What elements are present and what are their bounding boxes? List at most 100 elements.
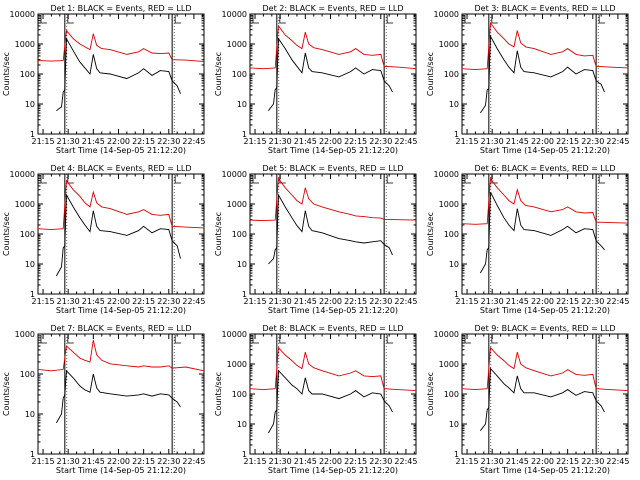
x-tick-label: 22:30 [369,457,392,466]
y-tick-label: 1 [454,290,459,299]
detector-panel: Det 3: BLACK = Events, RED = LLD 1 10 100 10… [426,4,629,155]
marker-bracket [174,175,182,184]
marker-bracket [67,175,74,184]
plot-frame [37,13,205,135]
y-axis-label: Counts/sec [2,372,11,416]
detector-panel: Det 5: BLACK = Events, RED = LLD 1 10 100 10… [214,164,417,315]
x-tick-label: 22:00 [531,297,554,306]
y-tick-label: 1000 [227,40,247,49]
events-series-line [56,193,181,277]
x-tick-label: 22:30 [369,137,392,146]
y-tick-label: 100 [20,370,35,379]
x-tick-label: 22:15 [132,137,155,146]
x-tick-label: 21:15 [243,137,266,146]
y-tick-label: 10000 [222,10,247,19]
y-tick-label: 1000 [439,200,459,209]
y-tick-label: 1 [454,130,459,139]
x-tick-label: 22:15 [132,297,155,306]
plot-frame [461,333,629,455]
x-axis-label: Start Time (14-Sep-05 21:12:20) [480,306,610,315]
x-tick-label: 21:15 [455,457,478,466]
x-tick-label: 22:45 [182,457,205,466]
y-tick-label: 1000 [439,360,459,369]
y-tick-label: 10 [449,100,459,109]
lld-series-line [461,21,629,71]
x-tick-label: 21:45 [506,137,529,146]
x-tick-label: 22:00 [107,457,130,466]
y-tick-label: 10000 [434,330,459,339]
x-tick-label: 22:45 [394,297,417,306]
y-tick-label: 1 [242,450,247,459]
x-tick-label: 22:30 [581,297,604,306]
plot-frame [249,13,417,135]
lld-series-line [37,179,205,231]
x-axis-label: Start Time (14-Sep-05 21:12:20) [480,146,610,155]
panel-title: Det 1: BLACK = Events, RED = LLD [51,4,192,13]
x-tick-label: 22:45 [606,297,629,306]
y-tick-label: 1000 [227,200,247,209]
y-tick-label: 1000 [227,360,247,369]
x-tick-label: 22:15 [344,457,367,466]
x-tick-label: 22:45 [606,137,629,146]
x-tick-label: 21:30 [57,457,80,466]
marker-bracket [491,335,498,344]
x-tick-label: 22:00 [531,457,554,466]
y-tick-label: 1000 [15,40,35,49]
x-tick-label: 21:30 [481,137,504,146]
x-axis-label: Start Time (14-Sep-05 21:12:20) [56,466,186,475]
detector-panel: Det 9: BLACK = Events, RED = LLD 1 10 100 10… [426,324,629,475]
x-tick-label: 22:30 [157,297,180,306]
panel-title: Det 7: BLACK = Events, RED = LLD [51,324,192,333]
x-tick-label: 21:15 [31,457,54,466]
x-tick-label: 21:15 [243,297,266,306]
y-axis-label: Counts/sec [214,212,223,256]
x-tick-label: 21:30 [481,457,504,466]
events-series-line [480,367,605,431]
y-tick-label: 100 [20,230,35,239]
x-tick-label: 21:15 [455,297,478,306]
x-tick-label: 21:30 [57,137,80,146]
y-tick-label: 100 [444,70,459,79]
marker-bracket [464,15,471,24]
lld-series-line [461,346,629,392]
plot-frame [249,333,417,455]
detector-panel: Det 2: BLACK = Events, RED = LLD 1 10 100 10… [214,4,417,155]
y-tick-label: 1000 [15,330,35,339]
marker-bracket [598,335,606,344]
x-tick-label: 21:45 [82,457,105,466]
x-tick-label: 22:15 [556,137,579,146]
x-tick-label: 22:30 [157,457,180,466]
marker-bracket [279,175,286,184]
marker-bracket [40,175,47,184]
detector-panel: Det 1: BLACK = Events, RED = LLD 1 10 100 10… [2,4,205,155]
y-tick-label: 10 [237,100,247,109]
x-tick-label: 21:15 [31,297,54,306]
marker-bracket [174,15,182,24]
y-tick-label: 1 [30,290,35,299]
lld-series-line [249,177,417,222]
y-tick-label: 100 [232,230,247,239]
x-tick-label: 21:45 [294,457,317,466]
x-tick-label: 21:45 [294,137,317,146]
lld-series-line [249,24,417,70]
y-tick-label: 10 [237,260,247,269]
x-tick-label: 21:15 [31,137,54,146]
x-tick-label: 21:45 [294,297,317,306]
x-tick-label: 22:15 [344,137,367,146]
marker-bracket [252,15,259,24]
x-tick-label: 22:00 [319,137,342,146]
x-tick-label: 22:45 [182,137,205,146]
y-tick-label: 100 [444,230,459,239]
x-tick-label: 21:30 [269,297,292,306]
panel-title: Det 8: BLACK = Events, RED = LLD [263,324,404,333]
detector-panel: Det 6: BLACK = Events, RED = LLD 1 10 100 10… [426,164,629,315]
y-axis-label: Counts/sec [214,372,223,416]
x-tick-label: 21:45 [82,297,105,306]
detector-panel: Det 4: BLACK = Events, RED = LLD 1 10 100 10… [2,164,205,315]
panel-title: Det 6: BLACK = Events, RED = LLD [475,164,616,173]
y-axis-label: Counts/sec [214,52,223,96]
panel-title: Det 5: BLACK = Events, RED = LLD [263,164,404,173]
x-tick-label: 22:00 [319,457,342,466]
x-tick-label: 21:45 [506,297,529,306]
